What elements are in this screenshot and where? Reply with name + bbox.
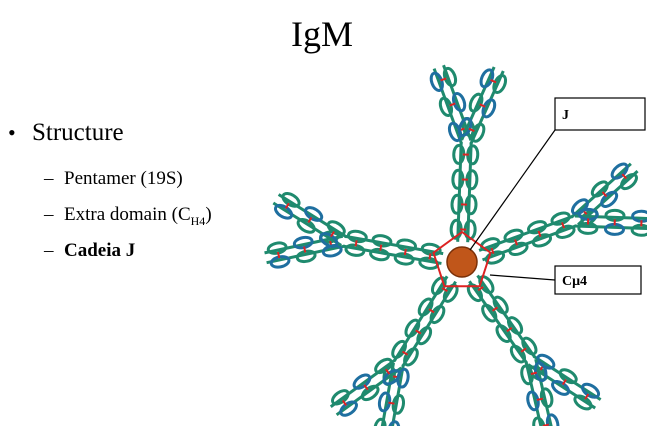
chain bbox=[344, 234, 444, 256]
disulfide bbox=[415, 329, 422, 335]
chain bbox=[570, 162, 632, 219]
label-box bbox=[554, 97, 646, 131]
disulfide bbox=[428, 308, 435, 314]
dash: – bbox=[43, 204, 54, 225]
disulfide bbox=[401, 350, 409, 356]
pointer-line bbox=[489, 274, 556, 281]
pentamer-ring bbox=[432, 230, 492, 288]
chain bbox=[392, 275, 449, 362]
chain bbox=[266, 244, 346, 265]
disulfide bbox=[477, 286, 484, 292]
disulfide bbox=[506, 327, 513, 333]
bullet: • bbox=[8, 120, 16, 145]
dash: – bbox=[43, 240, 54, 261]
igm-diagram bbox=[264, 64, 647, 426]
disulfide bbox=[479, 103, 486, 108]
disulfide bbox=[621, 173, 628, 180]
pointer-line bbox=[469, 129, 556, 251]
disulfide bbox=[403, 248, 407, 256]
chain bbox=[574, 214, 647, 220]
text-part: ) bbox=[205, 204, 211, 225]
domain bbox=[387, 420, 401, 426]
disulfide bbox=[468, 127, 475, 133]
disulfide bbox=[307, 216, 313, 224]
chain bbox=[532, 354, 602, 401]
disulfide bbox=[363, 384, 369, 391]
chain bbox=[524, 361, 543, 426]
chain bbox=[481, 224, 577, 262]
disulfide bbox=[601, 191, 608, 198]
disulfide bbox=[284, 202, 290, 209]
disulfide bbox=[388, 401, 395, 405]
chain bbox=[476, 274, 537, 359]
disulfide bbox=[584, 393, 590, 400]
chain bbox=[478, 214, 574, 252]
label: Cμ4 bbox=[562, 274, 587, 289]
chain bbox=[329, 358, 397, 408]
chain bbox=[460, 66, 496, 141]
text-part: Extra domain (C bbox=[64, 204, 191, 225]
chain bbox=[574, 224, 647, 230]
chain bbox=[272, 201, 342, 247]
disulfide bbox=[490, 79, 497, 84]
label: J bbox=[562, 108, 569, 123]
sub-bullet: Cadeia J bbox=[64, 240, 135, 261]
disulfide bbox=[490, 247, 495, 255]
label-box bbox=[554, 265, 642, 295]
chain bbox=[534, 358, 553, 426]
dash: – bbox=[43, 168, 54, 189]
disulfide bbox=[561, 379, 567, 386]
chain bbox=[468, 280, 528, 365]
domain bbox=[373, 417, 387, 426]
disulfide bbox=[341, 399, 348, 406]
slide-title: IgM bbox=[291, 14, 353, 54]
j-chain bbox=[446, 246, 478, 278]
disulfide bbox=[514, 239, 518, 246]
sub-bullet: Pentamer (19S) bbox=[64, 168, 183, 189]
disulfide bbox=[520, 347, 527, 353]
disulfide bbox=[530, 371, 537, 375]
disulfide bbox=[491, 306, 499, 312]
disulfide bbox=[385, 368, 391, 375]
disulfide bbox=[330, 231, 335, 238]
chain bbox=[390, 364, 405, 426]
disulfide bbox=[537, 230, 542, 237]
disulfide bbox=[379, 244, 383, 251]
chain bbox=[469, 70, 505, 145]
sub-bullet: Extra domain (CH4) bbox=[64, 204, 212, 228]
disulfide bbox=[561, 222, 565, 229]
disulfide bbox=[449, 102, 456, 107]
disulfide bbox=[277, 251, 281, 259]
chain bbox=[466, 142, 473, 243]
bullet-text: Structure bbox=[32, 119, 124, 146]
disulfide bbox=[536, 397, 543, 401]
chain bbox=[432, 68, 463, 145]
chain bbox=[335, 366, 403, 417]
chain bbox=[342, 244, 442, 265]
chain bbox=[456, 141, 463, 242]
disulfide bbox=[354, 240, 358, 247]
chain bbox=[401, 280, 457, 368]
chain bbox=[277, 193, 348, 239]
disulfide bbox=[428, 253, 432, 260]
subscript: H4 bbox=[191, 214, 206, 228]
disulfide bbox=[303, 246, 307, 253]
disulfide bbox=[441, 287, 448, 292]
disulfide bbox=[440, 77, 447, 82]
